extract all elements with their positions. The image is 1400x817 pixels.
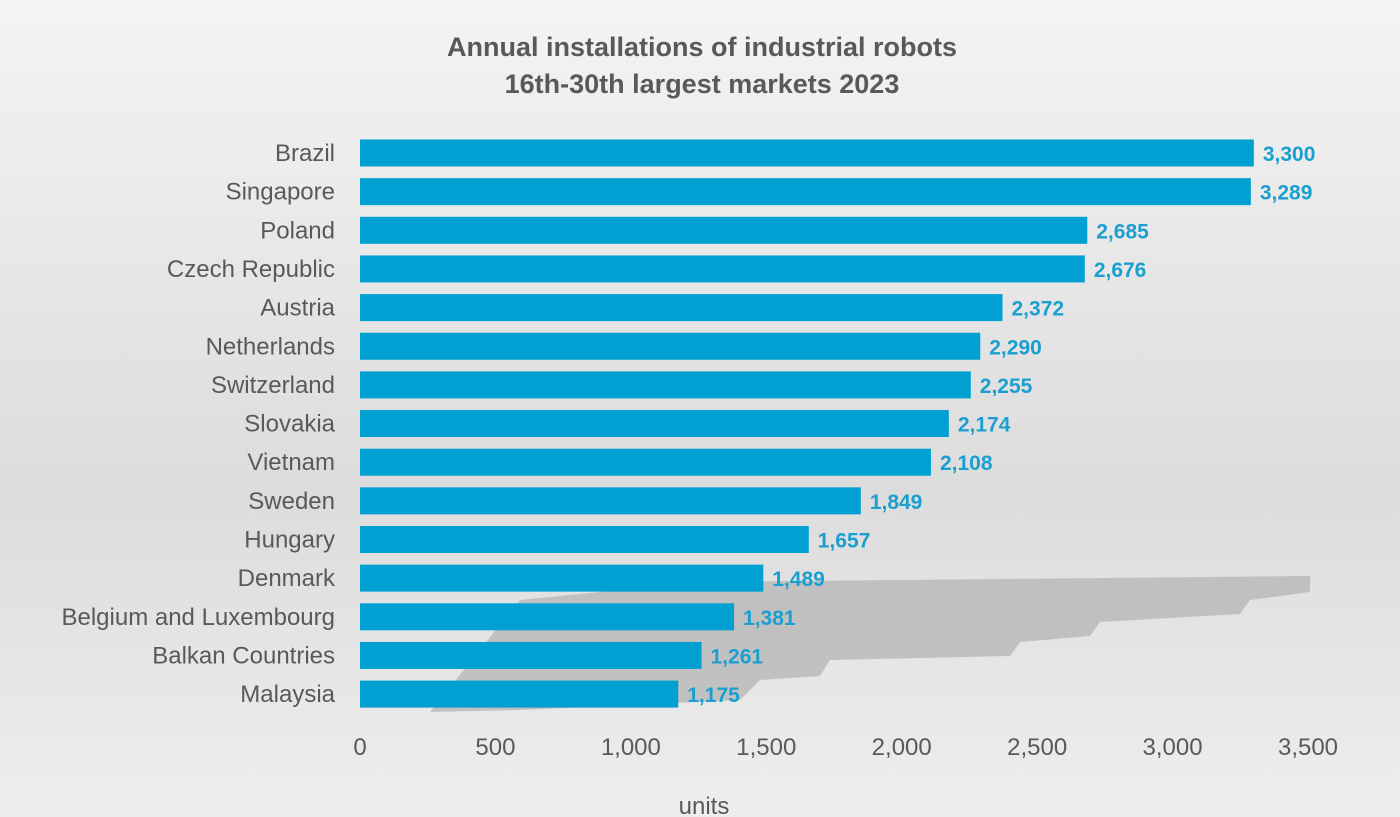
category-label: Brazil [275, 140, 335, 167]
bar [360, 680, 679, 708]
category-label: Vietnam [247, 449, 335, 476]
value-label: 1,657 [818, 530, 871, 553]
category-label: Malaysia [240, 681, 335, 708]
x-tick-label: 2,000 [872, 734, 932, 761]
category-label: Hungary [244, 527, 335, 554]
bar [360, 216, 1088, 244]
x-tick-label: 2,500 [1007, 734, 1067, 761]
bar [360, 371, 971, 399]
bar [360, 178, 1251, 206]
bar [360, 641, 702, 669]
chart-title: Annual installations of industrial robot… [447, 32, 957, 62]
category-label: Singapore [226, 179, 335, 206]
category-label: Denmark [238, 565, 336, 592]
category-label: Balkan Countries [152, 642, 335, 669]
x-tick-label: 1,000 [601, 734, 661, 761]
bar [360, 139, 1254, 167]
bar [360, 294, 1003, 322]
value-label: 1,381 [743, 607, 796, 630]
value-label: 1,175 [687, 684, 740, 707]
value-label: 2,290 [989, 336, 1042, 359]
x-tick-label: 500 [475, 734, 515, 761]
bar [360, 448, 931, 476]
value-label: 3,300 [1263, 143, 1316, 166]
chart-subtitle: 16th-30th largest markets 2023 [505, 69, 900, 99]
value-label: 2,685 [1096, 220, 1149, 243]
value-label: 1,849 [870, 491, 923, 514]
category-label: Belgium and Luxembourg [61, 604, 335, 631]
value-label: 2,676 [1094, 259, 1147, 282]
x-tick-label: 3,000 [1143, 734, 1203, 761]
x-axis-label: units [679, 793, 730, 817]
bar [360, 487, 861, 515]
bar [360, 332, 981, 360]
value-label: 1,261 [711, 645, 764, 668]
x-tick-label: 3,500 [1278, 734, 1338, 761]
value-label: 3,289 [1260, 182, 1313, 205]
category-label: Sweden [248, 488, 335, 515]
category-label: Slovakia [244, 411, 335, 438]
bar [360, 564, 764, 592]
value-label: 2,255 [980, 375, 1033, 398]
value-label: 2,174 [958, 414, 1011, 437]
value-label: 1,489 [772, 568, 825, 591]
category-label: Austria [260, 295, 335, 322]
bar [360, 410, 949, 438]
bar [360, 526, 809, 553]
category-label: Czech Republic [167, 256, 335, 283]
category-label: Poland [260, 217, 335, 244]
bar [360, 603, 735, 631]
category-label: Switzerland [211, 372, 335, 399]
x-tick-label: 0 [353, 734, 366, 761]
x-tick-label: 1,500 [736, 734, 796, 761]
value-label: 2,108 [940, 452, 993, 475]
category-label: Netherlands [206, 333, 335, 360]
bar [360, 255, 1085, 283]
value-label: 2,372 [1011, 298, 1064, 321]
